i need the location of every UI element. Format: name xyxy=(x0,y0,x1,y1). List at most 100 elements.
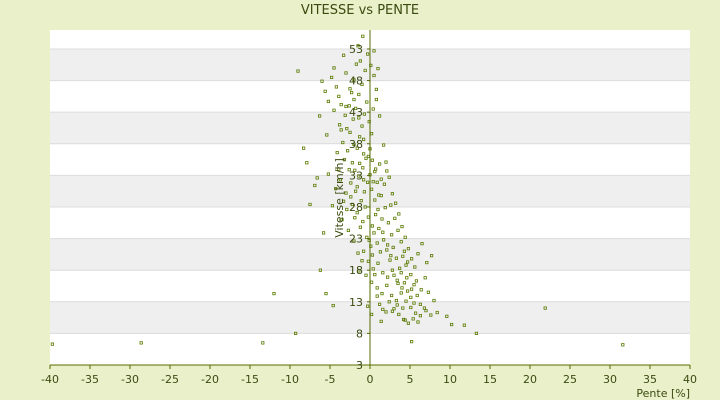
x-tick-label: -20 xyxy=(201,373,219,386)
data-point xyxy=(412,301,416,305)
data-point xyxy=(333,187,338,191)
data-point xyxy=(381,271,385,275)
data-point xyxy=(414,279,419,283)
y-tick-label: 43 xyxy=(349,106,363,119)
data-point xyxy=(377,193,381,197)
data-point xyxy=(373,212,378,217)
data-point xyxy=(318,268,323,272)
data-point xyxy=(139,341,143,345)
data-point xyxy=(335,151,339,155)
data-point xyxy=(399,291,403,295)
data-point xyxy=(352,97,356,102)
x-tick-label: 30 xyxy=(603,373,617,386)
data-point xyxy=(392,273,396,277)
data-point xyxy=(381,143,386,147)
x-tick-label: 15 xyxy=(483,373,497,386)
data-point xyxy=(353,106,358,110)
data-point xyxy=(376,207,380,212)
data-point xyxy=(352,142,356,147)
data-point xyxy=(349,90,354,95)
data-point xyxy=(399,271,403,275)
data-point xyxy=(377,226,381,231)
data-point xyxy=(390,268,395,272)
x-tick-label: 35 xyxy=(643,373,657,386)
data-point xyxy=(332,66,336,70)
data-point xyxy=(305,161,309,165)
data-point xyxy=(360,124,364,128)
data-point xyxy=(378,250,383,254)
data-point xyxy=(323,89,327,93)
data-point xyxy=(364,156,368,160)
data-point xyxy=(416,320,420,324)
data-point xyxy=(352,239,356,243)
data-point xyxy=(330,204,335,208)
data-point xyxy=(384,160,388,164)
data-point xyxy=(321,231,326,235)
data-point xyxy=(382,182,387,186)
data-point xyxy=(389,254,393,258)
data-point xyxy=(370,224,375,228)
data-point xyxy=(388,258,392,262)
data-point xyxy=(375,294,379,298)
data-point xyxy=(387,300,391,304)
data-point xyxy=(325,133,329,137)
data-point xyxy=(387,175,391,179)
data-point xyxy=(349,195,353,199)
data-point xyxy=(426,290,431,294)
data-point xyxy=(380,217,384,221)
data-point xyxy=(401,306,405,310)
data-point xyxy=(361,219,365,224)
y-tick-label: 8 xyxy=(356,327,363,340)
data-point xyxy=(397,212,401,216)
data-point xyxy=(385,275,390,279)
data-point xyxy=(353,189,358,193)
data-point xyxy=(406,321,411,325)
data-point xyxy=(353,168,357,172)
data-point xyxy=(347,104,351,108)
data-point xyxy=(403,318,407,322)
data-point xyxy=(396,228,400,232)
data-point xyxy=(365,180,370,184)
data-point xyxy=(365,304,370,308)
x-tick-label: -5 xyxy=(325,373,336,386)
data-point xyxy=(394,256,399,260)
data-point xyxy=(301,146,306,150)
data-point xyxy=(357,92,361,97)
x-tick-label: -35 xyxy=(81,373,99,386)
data-point xyxy=(332,108,336,112)
data-point xyxy=(361,166,365,170)
data-point xyxy=(543,306,547,310)
data-point xyxy=(384,310,388,314)
data-point xyxy=(432,298,436,303)
data-point xyxy=(293,331,298,336)
data-point xyxy=(404,299,408,303)
data-point xyxy=(355,185,359,189)
data-point xyxy=(401,317,406,322)
data-point xyxy=(423,276,427,280)
data-point xyxy=(341,140,345,145)
y-tick-label: 23 xyxy=(349,233,363,246)
x-tick-label: -40 xyxy=(41,373,59,386)
data-point xyxy=(376,261,380,265)
data-point xyxy=(355,211,359,215)
data-point xyxy=(418,302,423,306)
data-point xyxy=(391,245,395,250)
x-tick-label: 5 xyxy=(407,373,414,386)
data-point xyxy=(395,303,399,307)
data-point xyxy=(272,291,276,296)
data-point xyxy=(363,205,367,209)
data-point xyxy=(344,71,348,75)
data-point xyxy=(381,238,386,242)
data-point xyxy=(353,216,357,220)
data-point xyxy=(361,152,366,156)
data-point xyxy=(339,102,343,107)
data-point xyxy=(405,276,409,280)
data-point xyxy=(371,267,375,271)
x-tick-label: 0 xyxy=(367,373,374,386)
data-point xyxy=(315,176,319,180)
data-point xyxy=(350,161,355,165)
data-point xyxy=(339,128,343,132)
data-point xyxy=(409,273,413,277)
